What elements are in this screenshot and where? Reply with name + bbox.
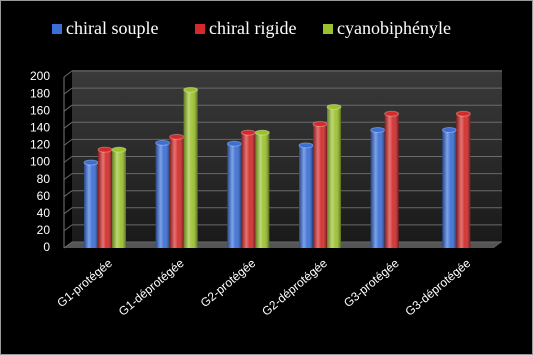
bar-top [226,140,242,147]
bar-shine [169,136,184,248]
grid-line [63,70,73,78]
y-tick-label: 180 [30,86,50,100]
grid-line [63,87,73,95]
bar-shine [327,106,341,248]
y-tick-label: 20 [37,223,51,237]
bar-top [254,129,270,136]
bar-shine [384,113,399,248]
bar-top [455,110,471,117]
grid-line [63,104,73,112]
bar-top [97,146,113,153]
y-tick-label: 40 [37,206,51,220]
y-tick-label: 0 [43,240,50,254]
legend-label: cyanobiphényle [337,18,451,38]
bar-shine [456,113,471,248]
bar-top [155,139,171,146]
bar-shine [155,142,170,248]
y-tick-label: 80 [37,172,51,186]
bar-top [441,127,457,134]
bar-top [169,133,185,140]
grid-line [63,241,73,249]
grid-line [63,121,73,129]
grid-line [63,224,73,232]
grid-line [63,207,73,215]
bar-top [83,159,99,166]
legend-swatch [323,24,333,34]
bar-shine [227,143,242,248]
y-tick-label: 140 [30,120,50,134]
bar-shine [370,130,385,248]
bar-shine [442,130,457,248]
bar-top [111,146,127,153]
floor [64,242,502,248]
bar-top [298,142,314,149]
bar-shine [84,162,98,248]
grid-line [63,138,73,146]
bar-shine [241,132,256,248]
legend-label: chiral souple [66,18,158,38]
y-tick-label: 120 [30,138,50,152]
y-tick-label: 160 [30,103,50,117]
bar-shine [255,132,270,248]
bar-shine [112,149,126,248]
bar-top [240,129,256,136]
grid-line [63,156,73,163]
bar-shine [299,145,313,248]
bar-top [384,110,400,117]
y-tick-label: 60 [37,189,51,203]
grid-line [63,190,73,198]
bar-shine [313,124,327,248]
grid-line [63,173,73,181]
legend-swatch [195,24,205,34]
bar-top [312,121,328,128]
y-tick-label: 100 [30,155,50,169]
bar-shine [183,89,198,248]
y-tick-label: 200 [30,69,50,83]
legend-label: chiral rigide [209,18,296,38]
legend-swatch [52,24,62,34]
bar-top [183,86,199,93]
bar-top [370,127,386,134]
bar-top [326,103,342,110]
bar-shine [98,149,112,248]
